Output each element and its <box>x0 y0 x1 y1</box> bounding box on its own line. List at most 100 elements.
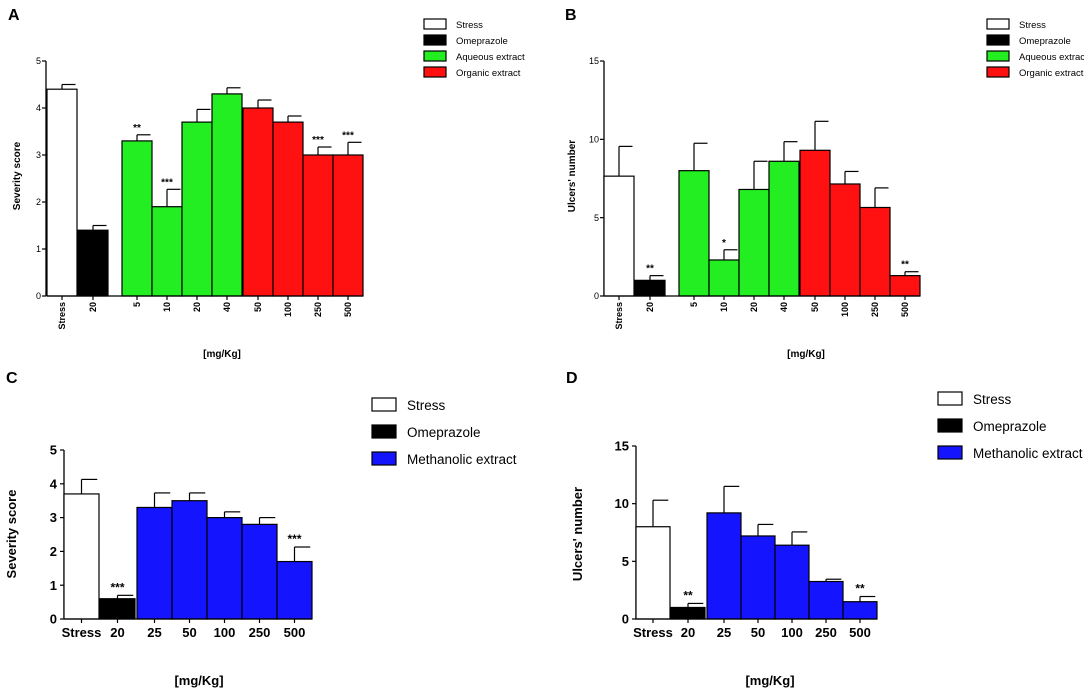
y-tick-label: 0 <box>594 291 599 301</box>
x-tick-label: 20 <box>681 625 695 640</box>
panel-b: B Ulcers' number [mg/Kg] 0 5 10 15 Stress ** 2… <box>565 7 1084 360</box>
y-tick-label: 5 <box>622 554 629 569</box>
legend-swatch-omeprazole <box>986 34 1010 46</box>
legend-swatch-omeprazole <box>423 34 447 46</box>
panel-d-ylabel: Ulcers' number <box>570 487 585 581</box>
bar-omeprazole-20 <box>670 606 706 620</box>
x-tick-label: 5 <box>132 302 142 307</box>
x-tick-label: Stress <box>57 302 67 330</box>
bar-methanolic-250 <box>241 523 278 620</box>
x-tick-label: 100 <box>283 302 293 317</box>
x-tick-label: 40 <box>222 302 232 312</box>
bar-aqueous-40 <box>211 93 243 297</box>
significance-label: ** <box>133 123 141 134</box>
legend-label-omeprazole: Omeprazole <box>407 425 481 440</box>
y-tick-label: 2 <box>36 197 41 207</box>
legend-label-aqueous: Aqueous extract <box>1019 52 1084 63</box>
bar-stress-Stress <box>63 493 100 620</box>
y-tick-label: 1 <box>50 578 57 593</box>
x-tick-label: 250 <box>870 302 880 317</box>
legend-label-stress: Stress <box>456 20 483 31</box>
panel-a-letter: A <box>8 7 20 24</box>
bar-aqueous-5 <box>678 170 710 297</box>
bar-methanolic-25 <box>136 506 173 620</box>
bar-omeprazole-20 <box>634 279 666 297</box>
x-tick-label: 500 <box>900 302 910 317</box>
x-tick-label: 100 <box>214 625 236 640</box>
legend-label-stress: Stress <box>973 392 1012 407</box>
panel-d-legend: Stress Omeprazole Methanolic extract <box>937 391 1083 461</box>
significance-label: *** <box>110 580 124 594</box>
x-tick-label: 5 <box>689 302 699 307</box>
panel-c-plot: 0 1 2 3 4 5 Stress *** 20 25 50 100 250 *** 500 <box>50 443 313 640</box>
panel-a-ylabel: Severity score <box>12 141 23 210</box>
significance-label: *** <box>161 177 173 188</box>
x-tick-label: 100 <box>840 302 850 317</box>
legend-swatch-stress <box>371 397 397 412</box>
panel-d-plot: 0 5 10 15 Stress ** 20 25 50 100 250 ** 500 <box>615 439 878 640</box>
x-tick-label: 20 <box>749 302 759 312</box>
x-tick-label: 100 <box>781 625 803 640</box>
legend-swatch-omeprazole <box>937 418 963 433</box>
panel-b-letter: B <box>565 7 577 24</box>
significance-label: *** <box>312 135 324 146</box>
legend-label-methanolic: Methanolic extract <box>973 446 1083 461</box>
bar-organic-50 <box>242 107 274 297</box>
bar-organic-250 <box>302 154 334 297</box>
bar-methanolic-50 <box>171 500 208 620</box>
x-tick-label: Stress <box>614 302 624 330</box>
x-tick-label: 25 <box>717 625 731 640</box>
x-tick-label: 500 <box>343 302 353 317</box>
bar-organic-50 <box>799 149 831 297</box>
y-tick-label: 10 <box>589 134 599 144</box>
x-tick-label: 250 <box>815 625 837 640</box>
legend-swatch-aqueous <box>423 50 447 62</box>
panel-c-legend: Stress Omeprazole Methanolic extract <box>371 397 517 467</box>
bar-omeprazole-20 <box>99 598 136 620</box>
legend-label-stress: Stress <box>1019 20 1046 31</box>
legend-swatch-stress <box>937 391 963 406</box>
panel-b-xlabel: [mg/Kg] <box>787 349 825 360</box>
significance-label: * <box>722 238 726 249</box>
y-tick-label: 1 <box>36 244 41 254</box>
legend-swatch-aqueous <box>986 50 1010 62</box>
x-tick-label: 20 <box>192 302 202 312</box>
y-tick-label: 0 <box>36 291 41 301</box>
legend-swatch-omeprazole <box>371 424 397 439</box>
panel-c-letter: C <box>6 370 18 387</box>
y-tick-label: 3 <box>36 150 41 160</box>
x-tick-label: Stress <box>62 625 102 640</box>
bar-aqueous-10 <box>708 259 740 297</box>
legend-swatch-methanolic <box>371 451 397 466</box>
x-tick-label: 25 <box>147 625 161 640</box>
bar-methanolic-250 <box>808 580 844 620</box>
bar-organic-100 <box>272 121 304 297</box>
bar-stress-Stress <box>603 175 635 297</box>
x-tick-label: 40 <box>779 302 789 312</box>
bar-aqueous-20 <box>181 121 213 297</box>
x-tick-label: 20 <box>645 302 655 312</box>
x-tick-label: 500 <box>849 625 871 640</box>
bar-organic-100 <box>829 183 861 297</box>
y-tick-label: 0 <box>622 612 629 627</box>
x-tick-label: 50 <box>810 302 820 312</box>
panel-d-xlabel: [mg/Kg] <box>745 673 794 688</box>
bar-methanolic-500 <box>276 560 313 620</box>
significance-label: ** <box>683 588 693 602</box>
panel-b-plot: 0 5 10 15 Stress ** 20 5 * 10 20 40 50 100 250 ** 500 <box>589 56 921 330</box>
significance-label: *** <box>342 130 354 141</box>
x-tick-label: 50 <box>751 625 765 640</box>
bar-methanolic-25 <box>706 512 742 620</box>
y-tick-label: 2 <box>50 544 57 559</box>
y-tick-label: 15 <box>615 439 629 454</box>
significance-label: *** <box>287 532 301 546</box>
bar-methanolic-500 <box>842 601 878 620</box>
legend-swatch-methanolic <box>937 445 963 460</box>
panel-a-xlabel: [mg/Kg] <box>203 349 241 360</box>
x-tick-label: 10 <box>719 302 729 312</box>
legend-swatch-organic <box>986 66 1010 78</box>
x-tick-label: 20 <box>88 302 98 312</box>
x-tick-label: 10 <box>162 302 172 312</box>
y-tick-label: 0 <box>50 612 57 627</box>
